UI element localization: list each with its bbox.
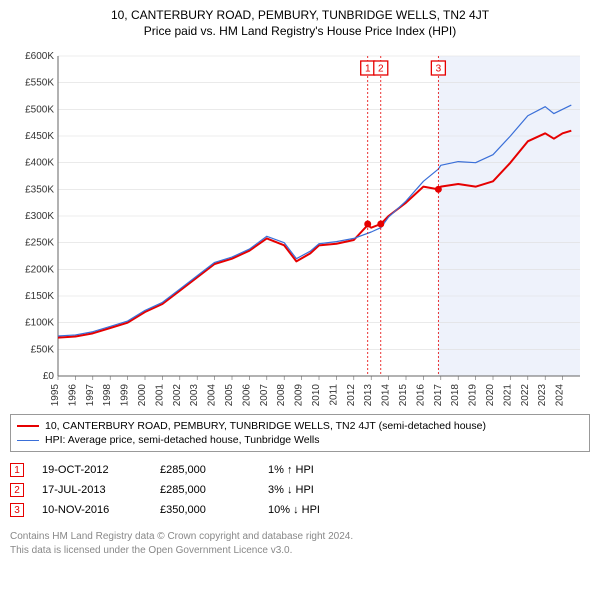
svg-text:2011: 2011 xyxy=(328,384,339,406)
sales-row: 3 10-NOV-2016 £350,000 10% ↓ HPI xyxy=(10,500,590,520)
svg-text:£0: £0 xyxy=(43,371,55,382)
svg-text:2002: 2002 xyxy=(172,384,183,406)
sales-price: £285,000 xyxy=(160,484,250,496)
svg-text:2021: 2021 xyxy=(502,384,513,406)
svg-text:3: 3 xyxy=(436,64,442,75)
sales-price: £285,000 xyxy=(160,464,250,476)
svg-text:2008: 2008 xyxy=(276,384,287,406)
svg-text:1998: 1998 xyxy=(102,384,113,406)
chart-container: 10, CANTERBURY ROAD, PEMBURY, TUNBRIDGE … xyxy=(0,0,600,565)
svg-text:1997: 1997 xyxy=(85,384,96,406)
legend-label: HPI: Average price, semi-detached house,… xyxy=(45,434,320,446)
svg-text:2023: 2023 xyxy=(537,384,548,406)
legend-swatch xyxy=(17,425,39,427)
svg-text:£450K: £450K xyxy=(25,131,54,142)
svg-text:1996: 1996 xyxy=(67,384,78,406)
attribution-line1: Contains HM Land Registry data © Crown c… xyxy=(10,530,590,544)
svg-text:2007: 2007 xyxy=(259,384,270,406)
sales-row: 2 17-JUL-2013 £285,000 3% ↓ HPI xyxy=(10,480,590,500)
svg-text:2015: 2015 xyxy=(398,384,409,406)
svg-text:2009: 2009 xyxy=(294,384,305,406)
svg-text:£500K: £500K xyxy=(25,104,54,115)
svg-text:2018: 2018 xyxy=(450,384,461,406)
svg-text:£250K: £250K xyxy=(25,238,54,249)
svg-text:2000: 2000 xyxy=(137,384,148,406)
svg-text:2014: 2014 xyxy=(381,384,392,406)
svg-text:1999: 1999 xyxy=(120,384,131,406)
svg-text:2001: 2001 xyxy=(154,384,165,406)
svg-text:1: 1 xyxy=(365,64,371,75)
sales-marker: 3 xyxy=(10,503,24,517)
svg-text:2020: 2020 xyxy=(485,384,496,406)
line-chart-svg: £0 £50K £100K £150K £200K £250K £300K £350K £400… xyxy=(10,46,590,406)
svg-text:2003: 2003 xyxy=(189,384,200,406)
svg-text:2024: 2024 xyxy=(555,384,566,406)
svg-text:1995: 1995 xyxy=(50,384,61,406)
svg-text:2019: 2019 xyxy=(468,384,479,406)
svg-text:2012: 2012 xyxy=(346,384,357,406)
svg-text:2013: 2013 xyxy=(363,384,374,406)
legend: 10, CANTERBURY ROAD, PEMBURY, TUNBRIDGE … xyxy=(10,414,590,452)
svg-text:2017: 2017 xyxy=(433,384,444,406)
attribution: Contains HM Land Registry data © Crown c… xyxy=(10,530,590,557)
svg-text:£350K: £350K xyxy=(25,184,54,195)
legend-label: 10, CANTERBURY ROAD, PEMBURY, TUNBRIDGE … xyxy=(45,420,486,432)
chart-plot: £0 £50K £100K £150K £200K £250K £300K £350K £400… xyxy=(10,46,590,406)
sales-date: 17-JUL-2013 xyxy=(42,484,142,496)
svg-text:£300K: £300K xyxy=(25,211,54,222)
legend-swatch xyxy=(17,440,39,441)
svg-text:£400K: £400K xyxy=(25,158,54,169)
svg-text:2005: 2005 xyxy=(224,384,235,406)
legend-row: 10, CANTERBURY ROAD, PEMBURY, TUNBRIDGE … xyxy=(17,419,583,433)
svg-text:2004: 2004 xyxy=(207,384,218,406)
svg-text:£50K: £50K xyxy=(31,344,55,355)
svg-text:£200K: £200K xyxy=(25,264,54,275)
sales-row: 1 19-OCT-2012 £285,000 1% ↑ HPI xyxy=(10,460,590,480)
svg-text:2022: 2022 xyxy=(520,384,531,406)
sales-pct: 1% ↑ HPI xyxy=(268,464,378,476)
svg-text:£550K: £550K xyxy=(25,78,54,89)
svg-text:2006: 2006 xyxy=(241,384,252,406)
chart-subtitle: Price paid vs. HM Land Registry's House … xyxy=(10,24,590,38)
svg-text:2: 2 xyxy=(378,64,384,75)
sales-pct: 3% ↓ HPI xyxy=(268,484,378,496)
svg-text:2010: 2010 xyxy=(311,384,322,406)
svg-text:£150K: £150K xyxy=(25,291,54,302)
sales-date: 19-OCT-2012 xyxy=(42,464,142,476)
chart-title: 10, CANTERBURY ROAD, PEMBURY, TUNBRIDGE … xyxy=(10,8,590,22)
sales-price: £350,000 xyxy=(160,504,250,516)
svg-text:£100K: £100K xyxy=(25,318,54,329)
svg-text:2016: 2016 xyxy=(415,384,426,406)
legend-row: HPI: Average price, semi-detached house,… xyxy=(17,433,583,447)
attribution-line2: This data is licensed under the Open Gov… xyxy=(10,544,590,558)
sales-marker: 2 xyxy=(10,483,24,497)
sales-table: 1 19-OCT-2012 £285,000 1% ↑ HPI 2 17-JUL-2013… xyxy=(10,460,590,520)
sales-date: 10-NOV-2016 xyxy=(42,504,142,516)
sales-marker: 1 xyxy=(10,463,24,477)
svg-text:£600K: £600K xyxy=(25,51,54,62)
sales-pct: 10% ↓ HPI xyxy=(268,504,378,516)
